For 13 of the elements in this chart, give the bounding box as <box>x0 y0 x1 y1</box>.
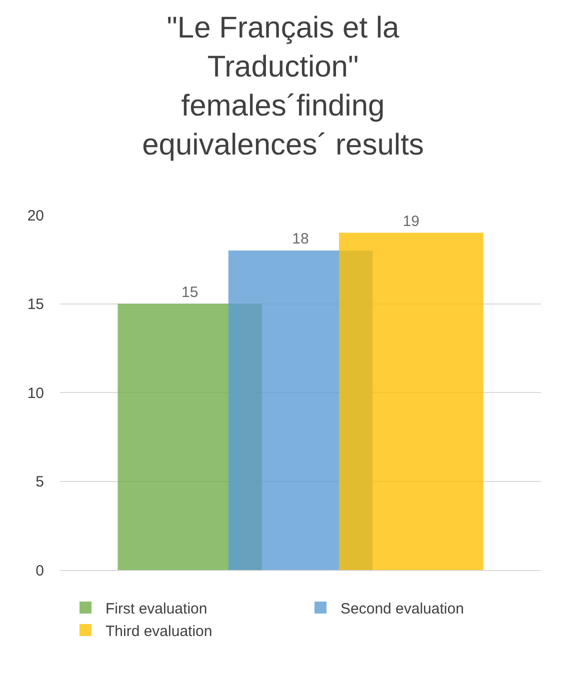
y-tick-label: 20 <box>27 207 44 224</box>
legend-label: First evaluation <box>106 600 208 618</box>
legend-label: Third evaluation <box>106 622 212 640</box>
chart-title: "Le Français et la Traduction" females´finding equivalences´ results <box>142 12 424 162</box>
y-tick-label: 5 <box>36 474 44 490</box>
y-tick-label: 10 <box>27 384 44 402</box>
y-tick-label: 0 <box>36 562 44 580</box>
y-tick-label: 15 <box>27 296 44 313</box>
data-label: 15 <box>182 284 198 301</box>
legend-label: Second evaluation <box>340 600 464 618</box>
data-label: 19 <box>402 212 420 230</box>
bar <box>338 232 484 570</box>
data-label: 18 <box>292 230 309 248</box>
